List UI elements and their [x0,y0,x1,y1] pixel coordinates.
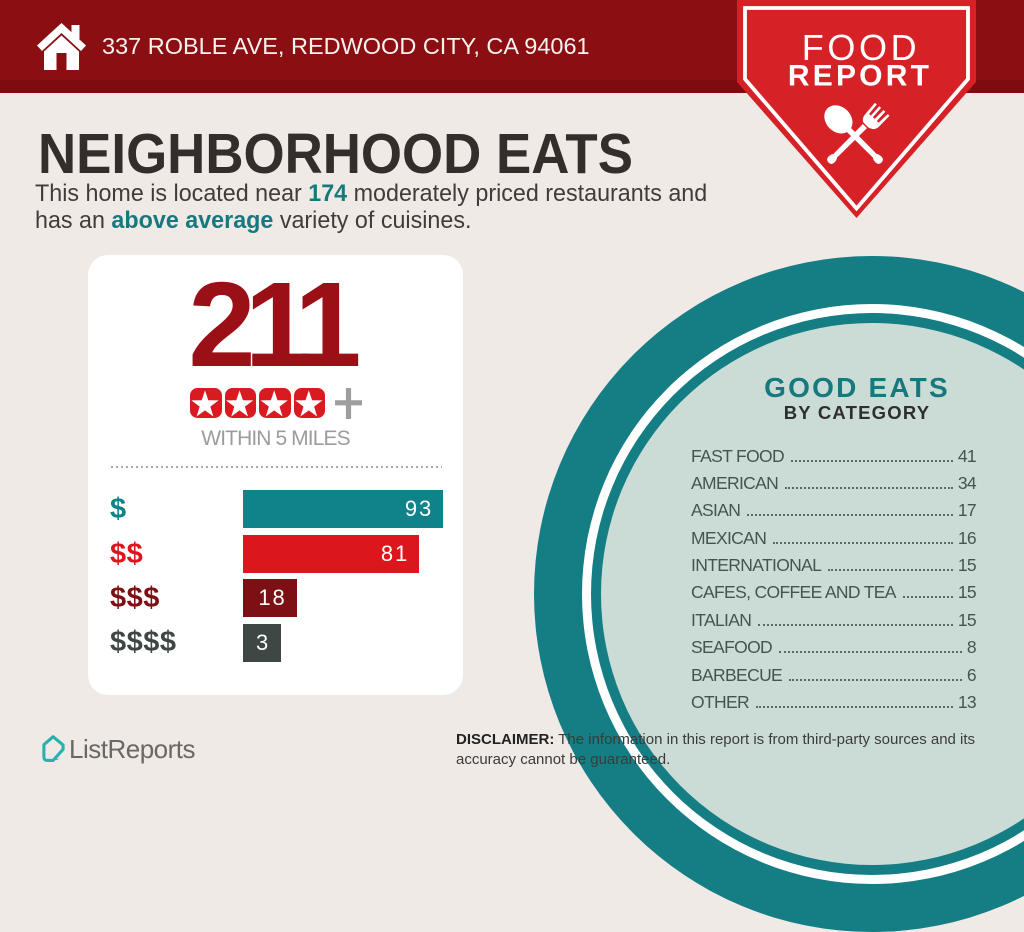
svg-text:FOOD: FOOD [802,27,920,68]
svg-text:REPORT: REPORT [788,60,932,93]
